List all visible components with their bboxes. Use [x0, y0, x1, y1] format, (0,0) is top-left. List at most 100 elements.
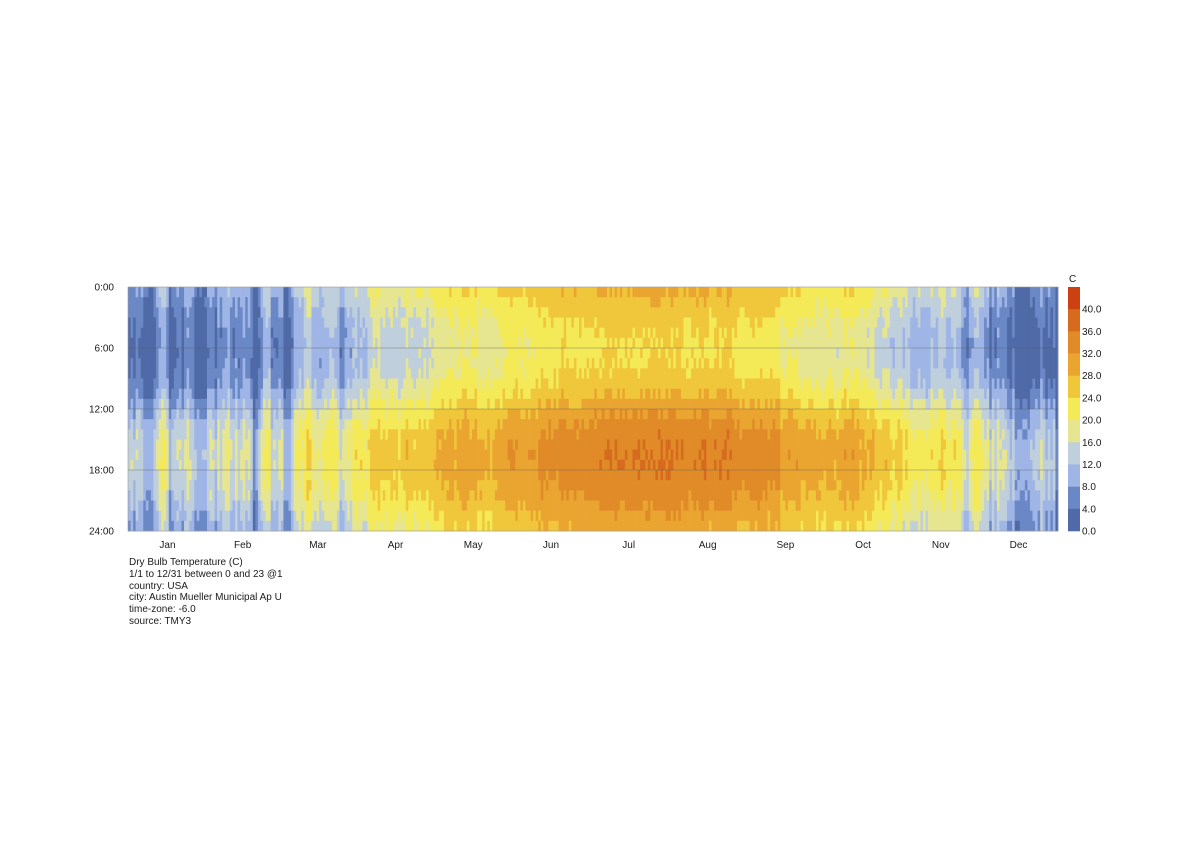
heatmap-cell — [510, 358, 514, 369]
heatmap-cell — [140, 337, 144, 349]
heatmap-cell — [578, 439, 582, 451]
heatmap-cell — [627, 327, 631, 339]
heatmap-cell — [209, 449, 213, 461]
heatmap-cell — [596, 520, 600, 532]
heatmap-cell — [431, 429, 435, 440]
heatmap-cell — [342, 287, 345, 298]
heatmap-cell — [150, 337, 154, 349]
heatmap-cell — [153, 459, 157, 471]
heatmap-cell — [500, 500, 503, 512]
heatmap-cell — [148, 287, 152, 298]
heatmap-cell — [586, 297, 590, 308]
heatmap-cell — [474, 459, 478, 471]
heatmap-cell — [252, 429, 256, 440]
heatmap-cell — [584, 449, 587, 461]
heatmap-cell — [550, 317, 554, 329]
heatmap-cell — [367, 297, 371, 308]
heatmap-cell — [331, 348, 335, 359]
heatmap-cell — [219, 470, 223, 481]
heatmap-cell — [431, 398, 435, 410]
heatmap-cell — [319, 368, 322, 379]
heatmap-cell — [212, 449, 215, 461]
heatmap-cell — [553, 368, 557, 379]
heatmap-cell — [510, 409, 514, 420]
heatmap-cell — [632, 358, 636, 369]
heatmap-cell — [247, 317, 251, 329]
heatmap-day-column — [209, 287, 213, 532]
heatmap-cell — [184, 378, 187, 390]
heatmap-cell — [206, 348, 210, 359]
heatmap-cell — [601, 358, 605, 369]
heatmap-cell — [265, 480, 269, 491]
heatmap-cell — [487, 337, 491, 349]
heatmap-cell — [566, 439, 570, 451]
heatmap-cell — [543, 470, 547, 481]
heatmap-cell — [158, 398, 162, 410]
heatmap-cell — [212, 419, 215, 430]
heatmap-cell — [237, 358, 241, 369]
heatmap-cell — [375, 439, 379, 451]
heatmap-cell — [594, 398, 598, 410]
heatmap-day-column — [301, 287, 305, 532]
heatmap-cell — [377, 510, 381, 522]
heatmap-cell — [268, 368, 272, 379]
heatmap-cell — [543, 297, 547, 308]
heatmap-cell — [377, 337, 381, 349]
heatmap-cell — [176, 459, 180, 471]
heatmap-day-column — [612, 287, 616, 532]
heatmap-cell — [168, 419, 172, 430]
heatmap-cell — [186, 287, 190, 298]
heatmap-day-column — [594, 287, 598, 532]
heatmap-cell — [138, 480, 142, 491]
heatmap-cell — [306, 368, 310, 379]
heatmap-cell — [609, 490, 613, 501]
heatmap-cell — [556, 480, 559, 491]
heatmap-cell — [607, 378, 610, 390]
heatmap-cell — [283, 510, 287, 522]
heatmap-cell — [319, 327, 322, 339]
heatmap-cell — [359, 520, 363, 532]
heatmap-cell — [334, 378, 338, 390]
heatmap-cell — [316, 470, 320, 481]
heatmap-cell — [609, 348, 613, 359]
heatmap-cell — [181, 419, 185, 430]
heatmap-cell — [502, 520, 506, 532]
heatmap-cell — [339, 337, 343, 349]
heatmap-cell — [538, 317, 542, 329]
heatmap-cell — [245, 500, 249, 512]
heatmap-cell — [311, 500, 315, 512]
heatmap-cell — [178, 368, 182, 379]
heatmap-cell — [612, 490, 616, 501]
heatmap-cell — [283, 439, 287, 451]
heatmap-cell — [367, 439, 371, 451]
heatmap-cell — [619, 327, 623, 339]
heatmap-cell — [263, 358, 266, 369]
heatmap-cell — [408, 510, 412, 522]
heatmap-cell — [581, 337, 585, 349]
heatmap-cell — [237, 459, 241, 471]
heatmap-cell — [581, 419, 585, 430]
heatmap-cell — [176, 348, 180, 359]
heatmap-cell — [362, 429, 366, 440]
heatmap-cell — [283, 449, 287, 461]
heatmap-cell — [390, 449, 394, 461]
heatmap-cell — [308, 490, 312, 501]
heatmap-cell — [370, 439, 373, 451]
heatmap-cell — [487, 459, 491, 471]
heatmap-cell — [515, 388, 519, 400]
heatmap-cell — [609, 429, 613, 440]
heatmap-cell — [171, 398, 175, 410]
heatmap-cell — [403, 480, 407, 491]
heatmap-cell — [171, 439, 175, 451]
heatmap-cell — [285, 297, 289, 308]
heatmap-cell — [176, 398, 180, 410]
heatmap-cell — [128, 317, 131, 329]
heatmap-cell — [413, 297, 417, 308]
heatmap-cell — [168, 327, 172, 339]
heatmap-cell — [217, 480, 221, 491]
heatmap-cell — [206, 449, 210, 461]
heatmap-cell — [436, 419, 440, 430]
heatmap-cell — [382, 378, 386, 390]
heatmap-cell — [632, 439, 636, 451]
heatmap-cell — [418, 388, 422, 400]
